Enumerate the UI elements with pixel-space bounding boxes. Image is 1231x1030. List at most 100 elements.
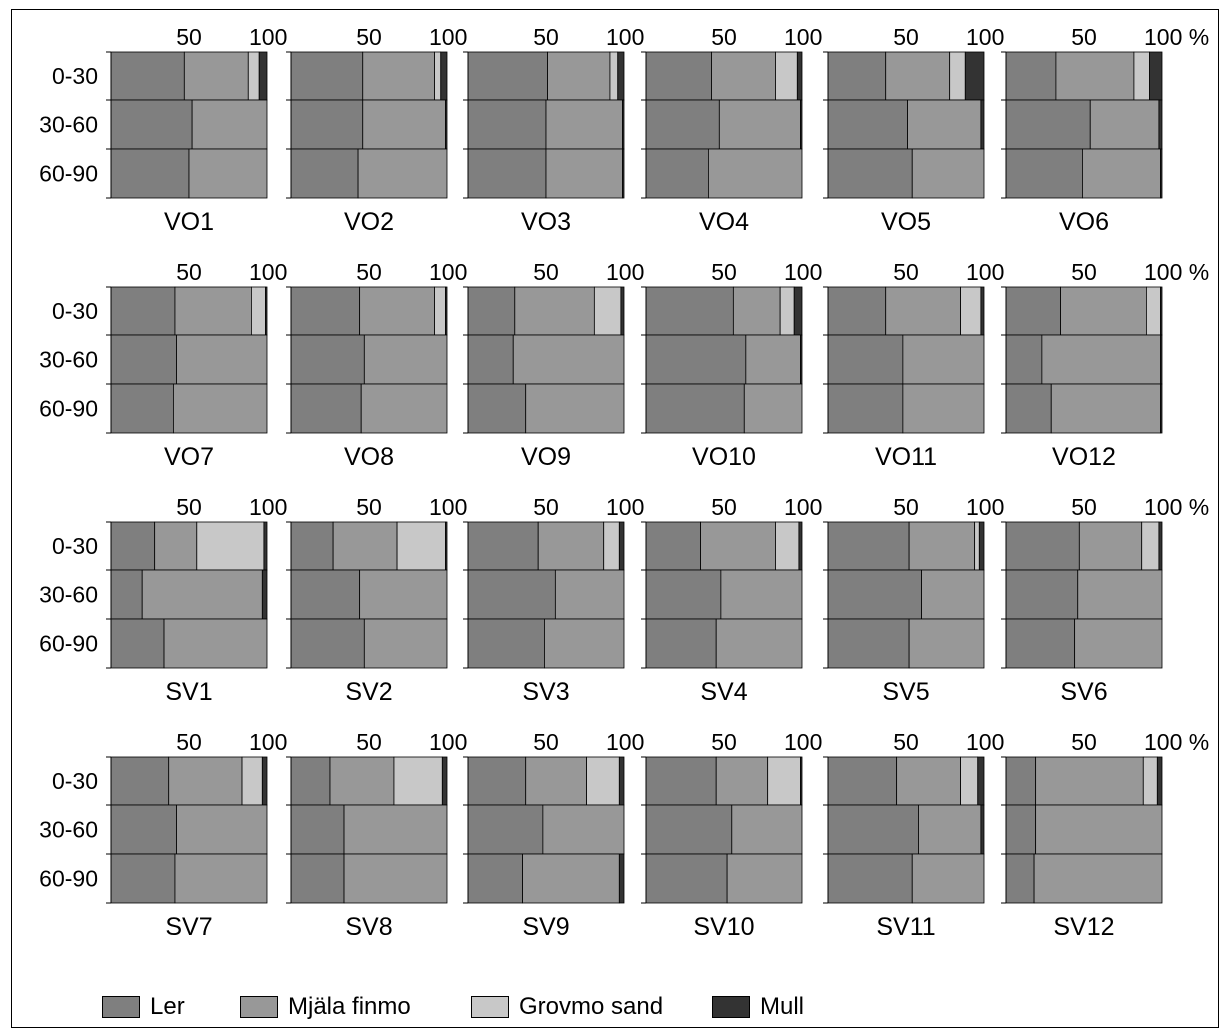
bar-vo6-60-90-mull — [1160, 148, 1163, 199]
bar-vo10-30-60-mull — [800, 334, 803, 385]
bar-sv12-60-90-ler — [1005, 853, 1035, 904]
bar-vo9-30-60-ler — [467, 334, 514, 385]
legend-item-grovmo-sand: Grovmo sand — [471, 993, 663, 1021]
bar-sv5-30-60-mjäla-finmo — [921, 569, 985, 620]
bar-sv12-0-30-grovmo-sand — [1142, 756, 1158, 806]
legend-item-mjala-finmo: Mjäla finmo — [240, 993, 411, 1021]
bar-vo8-30-60-mjäla-finmo — [363, 334, 448, 385]
bar-sv2-30-60-ler — [290, 569, 361, 620]
bar-sv8-0-30-mjäla-finmo — [329, 756, 395, 806]
bar-vo11-0-30-ler — [827, 286, 887, 336]
bar-vo1-0-30-mull — [258, 51, 268, 101]
bar-sv4-0-30-mjäla-finmo — [700, 521, 776, 571]
panel-label-vo11: VO11 — [875, 443, 937, 471]
bar-vo1-30-60-mjäla-finmo — [191, 99, 268, 150]
bar-sv11-30-60-mjäla-finmo — [918, 804, 982, 855]
bar-vo3-30-60-mull — [622, 99, 625, 150]
bar-sv12-30-60-mjäla-finmo — [1035, 804, 1163, 855]
panel-label-sv11: SV11 — [876, 913, 935, 941]
bar-vo10-30-60-mjäla-finmo — [745, 334, 801, 385]
bar-vo4-60-90-mjäla-finmo — [708, 148, 803, 199]
bar-sv2-0-30-mull — [445, 521, 448, 571]
legend-label-mjala-finmo: Mjäla finmo — [288, 993, 411, 1020]
bar-vo10-0-30-mull — [793, 286, 803, 336]
bar-vo3-30-60-mjäla-finmo — [545, 99, 623, 150]
panel-label-sv5: SV5 — [882, 678, 929, 706]
bar-sv8-0-30-mull — [441, 756, 448, 806]
depth-label-0-30-row-1: 0-30 — [52, 63, 98, 89]
legend-swatch-mull — [712, 996, 750, 1018]
bar-vo11-30-60-ler — [827, 334, 904, 385]
x-tick-label-vo10-100: 100 — [784, 259, 822, 285]
x-tick-label-sv11-100: 100 — [966, 729, 1004, 755]
x-tick-label-vo9-100: 100 — [606, 259, 644, 285]
bar-vo8-60-90-mjäla-finmo — [360, 383, 448, 434]
x-tick-label-vo3-50: 50 — [533, 24, 559, 50]
bar-vo3-30-60-ler — [467, 99, 547, 150]
bar-vo2-60-90-mjäla-finmo — [357, 148, 448, 199]
bar-vo9-30-60-mjäla-finmo — [512, 334, 625, 385]
bar-vo1-0-30-ler — [110, 51, 185, 101]
bar-sv9-0-30-mull — [618, 756, 625, 806]
bar-sv8-60-90-ler — [290, 853, 345, 904]
x-tick-label-sv8-100: 100 — [429, 729, 467, 755]
bar-sv10-0-30-mull — [800, 756, 803, 806]
bar-vo10-0-30-grovmo-sand — [779, 286, 795, 336]
bar-vo10-60-90-ler — [645, 383, 745, 434]
bar-sv3-0-30-mull — [618, 521, 625, 571]
panel-label-vo9: VO9 — [521, 443, 571, 471]
bar-vo7-60-90-mjäla-finmo — [172, 383, 268, 434]
x-tick-label-vo12-50: 50 — [1071, 259, 1097, 285]
bar-sv7-0-30-mull — [261, 756, 268, 806]
bar-sv7-60-90-ler — [110, 853, 176, 904]
x-tick-label-sv3-50: 50 — [533, 494, 559, 520]
bar-sv9-60-90-mull — [618, 853, 625, 904]
bar-vo9-0-30-grovmo-sand — [593, 286, 622, 336]
bar-sv3-30-60-mjäla-finmo — [554, 569, 625, 620]
panel-label-sv12: SV12 — [1053, 913, 1114, 941]
bar-sv1-30-60-mjäla-finmo — [141, 569, 263, 620]
bar-sv11-60-90-mjäla-finmo — [911, 853, 985, 904]
panel-label-vo4: VO4 — [699, 208, 749, 236]
bar-sv6-0-30-ler — [1005, 521, 1080, 571]
bar-vo8-0-30-mull — [445, 286, 448, 336]
bar-sv1-0-30-grovmo-sand — [196, 521, 265, 571]
bar-sv5-0-30-grovmo-sand — [974, 521, 980, 571]
x-tick-label-vo2-100: 100 — [429, 24, 467, 50]
legend-label-mull: Mull — [760, 993, 805, 1020]
bar-vo11-60-90-ler — [827, 383, 904, 434]
bar-vo1-30-60-ler — [110, 99, 193, 150]
x-tick-label-sv4-100: 100 — [784, 494, 822, 520]
bar-vo2-30-60-ler — [290, 99, 364, 150]
depth-label-0-30-row-2: 0-30 — [52, 298, 98, 324]
bar-sv5-0-30-mull — [978, 521, 985, 571]
bar-vo9-60-90-mjäla-finmo — [525, 383, 625, 434]
bar-vo8-60-90-ler — [290, 383, 362, 434]
depth-label-60-90-row-3: 60-90 — [39, 631, 98, 657]
x-tick-label-vo12-100: 100 % — [1144, 259, 1209, 285]
x-tick-label-vo7-100: 100 — [249, 259, 287, 285]
bar-sv2-30-60-mjäla-finmo — [359, 569, 448, 620]
bar-vo12-0-30-grovmo-sand — [1146, 286, 1161, 336]
bar-vo2-0-30-ler — [290, 51, 364, 101]
bar-sv12-60-90-mjäla-finmo — [1033, 853, 1163, 904]
bar-sv9-30-60-ler — [467, 804, 544, 855]
bar-sv7-0-30-grovmo-sand — [241, 756, 263, 806]
panel-label-vo6: VO6 — [1059, 208, 1109, 236]
bar-vo10-0-30-ler — [645, 286, 734, 336]
bar-vo3-60-90-ler — [467, 148, 547, 199]
bar-sv9-60-90-mjäla-finmo — [522, 853, 620, 904]
bar-vo3-0-30-mjäla-finmo — [547, 51, 611, 101]
bar-vo12-0-30-mull — [1160, 286, 1163, 336]
bar-sv2-60-90-ler — [290, 618, 365, 669]
bar-vo7-0-30-grovmo-sand — [250, 286, 266, 336]
bar-sv1-30-60-ler — [110, 569, 143, 620]
x-tick-label-sv10-50: 50 — [711, 729, 737, 755]
bar-sv8-0-30-ler — [290, 756, 331, 806]
x-tick-label-vo4-100: 100 — [784, 24, 822, 50]
bar-vo6-0-30-mjäla-finmo — [1055, 51, 1135, 101]
depth-label-30-60-row-1: 30-60 — [39, 112, 98, 138]
bar-vo9-0-30-mjäla-finmo — [514, 286, 595, 336]
legend-item-ler: Ler — [102, 993, 185, 1021]
bar-vo11-0-30-grovmo-sand — [960, 286, 982, 336]
